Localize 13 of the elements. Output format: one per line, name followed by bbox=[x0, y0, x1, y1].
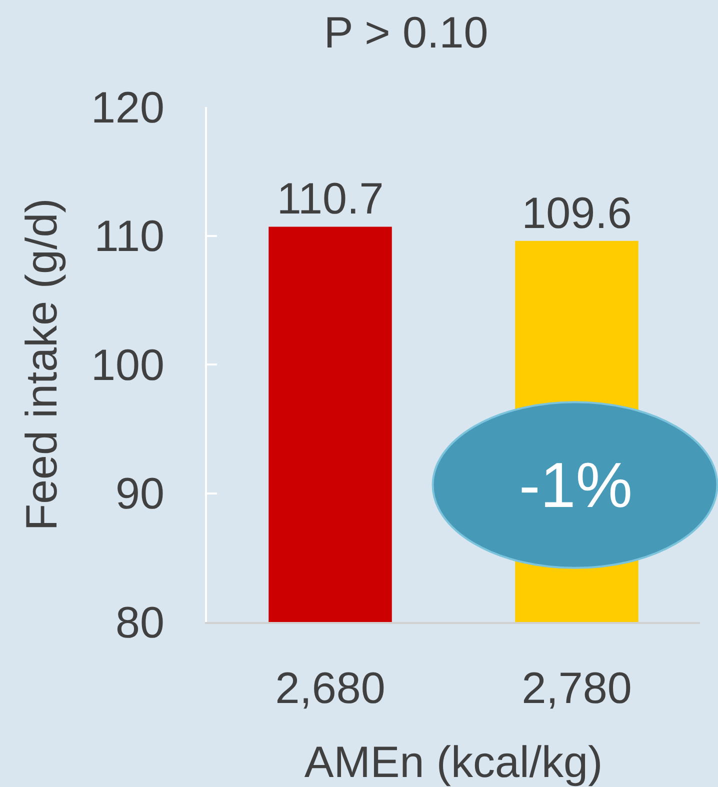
y-axis-title: Feed intake (g/d) bbox=[18, 198, 67, 531]
x-axis-title: AMEn (kcal/kg) bbox=[304, 738, 603, 787]
y-tick-label: 110 bbox=[94, 212, 164, 262]
data-label: 110.7 bbox=[276, 174, 384, 224]
x-tick-label: 2,780 bbox=[522, 664, 632, 713]
data-label: 109.6 bbox=[522, 188, 632, 238]
y-tick-label: 80 bbox=[115, 598, 164, 648]
annotation: -1% bbox=[519, 449, 632, 521]
y-tick-label: 90 bbox=[115, 470, 164, 519]
y-tick-label: 120 bbox=[91, 83, 164, 132]
chart-title: P > 0.10 bbox=[324, 8, 488, 58]
y-tick-label: 100 bbox=[91, 340, 164, 390]
x-tick-label: 2,680 bbox=[275, 664, 386, 713]
